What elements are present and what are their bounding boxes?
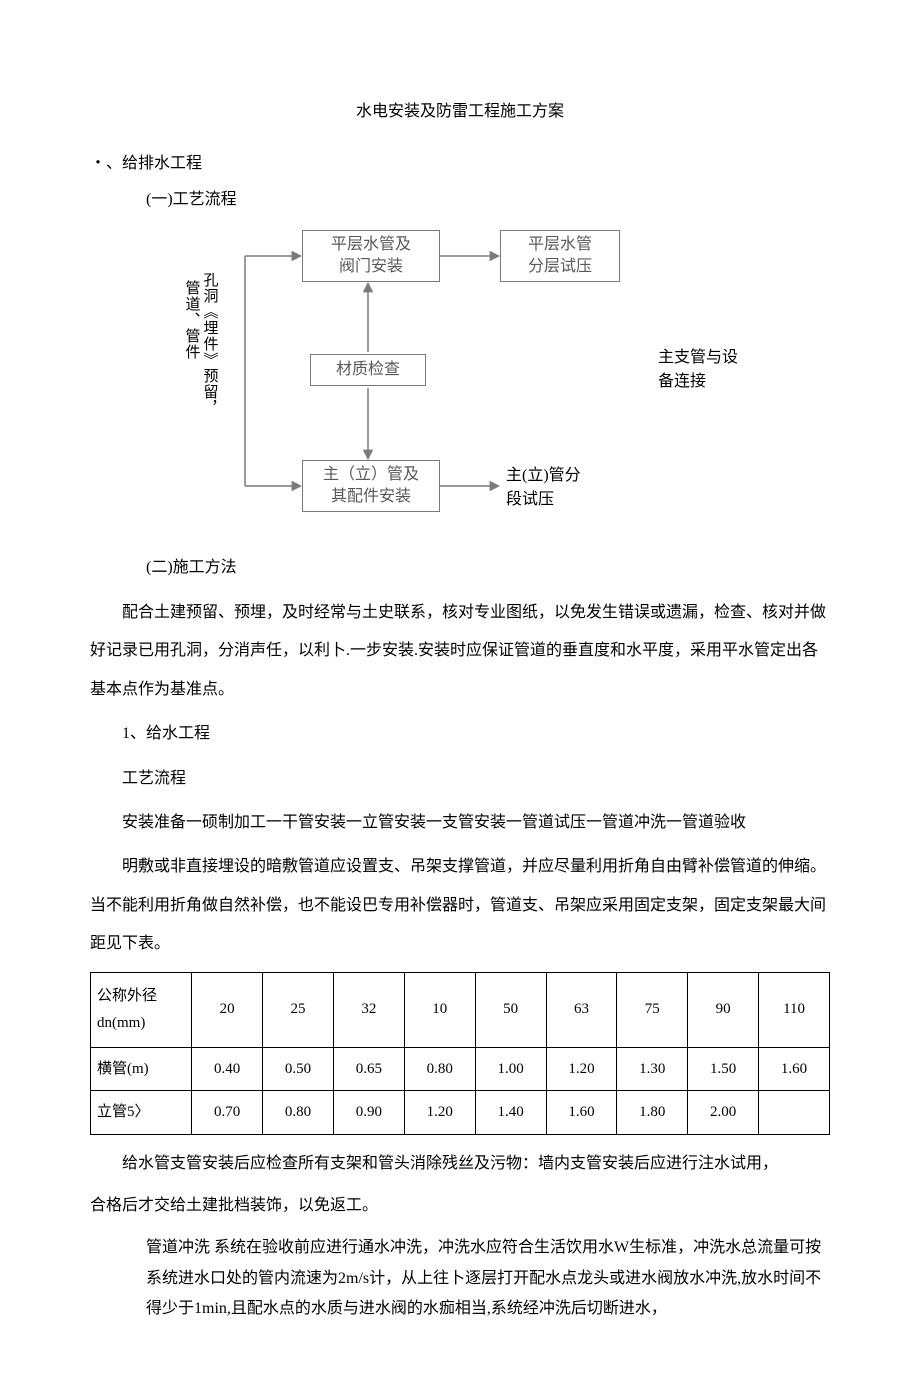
td: 1.40 [475, 1091, 546, 1135]
th-50: 50 [475, 972, 546, 1047]
td: 0.70 [192, 1091, 263, 1135]
th-20: 20 [192, 972, 263, 1047]
th-75: 75 [617, 972, 688, 1047]
section-1-heading: ・、给排水工程 [90, 152, 830, 176]
diagram-label-right: 主支管与设 备连接 [658, 346, 738, 394]
table-row: 横管(m) 0.40 0.50 0.65 0.80 1.00 1.20 1.30… [91, 1047, 830, 1091]
paragraph-h-water: 1、给水工程 [90, 715, 830, 753]
td: 0.50 [263, 1047, 334, 1091]
td [759, 1091, 830, 1135]
spacing-table: 公称外径 dn(mm) 20 25 32 10 50 63 75 90 110 … [90, 972, 830, 1135]
td-row1-label: 横管(m) [91, 1047, 192, 1091]
td: 1.00 [475, 1047, 546, 1091]
diagram-box-material-check: 材质检查 [310, 354, 426, 386]
td: 0.40 [192, 1047, 263, 1091]
th-10: 10 [404, 972, 475, 1047]
table-header-row: 公称外径 dn(mm) 20 25 32 10 50 63 75 90 110 [91, 972, 830, 1047]
diagram-box-top-right: 平层水管 分层试压 [500, 230, 620, 282]
paragraph-flush: 管道冲洗 系统在验收前应进行通水冲洗，冲洗水应符合生活饮用水W生标准，冲洗水总流… [146, 1233, 830, 1324]
paragraph-process-label: 工艺流程 [90, 760, 830, 798]
th-110: 110 [759, 972, 830, 1047]
td: 1.20 [404, 1091, 475, 1135]
td: 1.80 [617, 1091, 688, 1135]
paragraph-intro: 配合土建预留、预埋，及时经常与土史联系，核对专业图纸，以免发生错误或遗漏，检查、… [90, 594, 830, 709]
table-row: 立管5〉 0.70 0.80 0.90 1.20 1.40 1.60 1.80 … [91, 1091, 830, 1135]
process-flow-diagram: 孔洞《埋件》预留， 管道、管件 平层水管及 阀门安装 平层水管 分层试压 材质检… [150, 226, 770, 536]
th-25: 25 [263, 972, 334, 1047]
th-dn: 公称外径 dn(mm) [91, 972, 192, 1047]
document-page: 水电安装及防雷工程施工方案 ・、给排水工程 (一)工艺流程 [0, 0, 920, 1384]
td: 0.65 [333, 1047, 404, 1091]
diagram-label-bottom-right: 主(立)管分 段试压 [506, 464, 581, 512]
subsection-2-heading: (二)施工方法 [146, 556, 830, 580]
td: 0.80 [404, 1047, 475, 1091]
td: 0.90 [333, 1091, 404, 1135]
td: 1.60 [546, 1091, 617, 1135]
td: 1.20 [546, 1047, 617, 1091]
paragraph-after-table-2: 合格后才交给土建批档装饰，以免返工。 [90, 1187, 830, 1225]
th-32: 32 [333, 972, 404, 1047]
td: 2.00 [688, 1091, 759, 1135]
paragraph-after-table-1: 给水管支管安装后应检查所有支架和管头消除残丝及污物：墙内支管安装后应进行注水试用… [90, 1145, 830, 1183]
paragraph-process-steps: 安装准备一硕制加工一干管安装一立管安装一支管安装一管道试压一管道冲洗一管道验收 [90, 804, 830, 842]
th-90: 90 [688, 972, 759, 1047]
diagram-box-bottom-left: 主（立）管及 其配件安装 [302, 460, 440, 512]
td-row2-label: 立管5〉 [91, 1091, 192, 1135]
paragraph-support-desc: 明敷或非直接埋设的暗敷管道应设置支、吊架支撑管道，并应尽量利用折角自由臂补偿管道… [90, 848, 830, 963]
td: 1.30 [617, 1047, 688, 1091]
th-63: 63 [546, 972, 617, 1047]
diagram-box-top-left: 平层水管及 阀门安装 [302, 230, 440, 282]
td: 1.60 [759, 1047, 830, 1091]
td: 0.80 [263, 1091, 334, 1135]
diagram-left-label-b: 管道、管件 [180, 280, 203, 360]
td: 1.50 [688, 1047, 759, 1091]
page-title: 水电安装及防雷工程施工方案 [90, 100, 830, 124]
subsection-1-heading: (一)工艺流程 [146, 188, 830, 212]
